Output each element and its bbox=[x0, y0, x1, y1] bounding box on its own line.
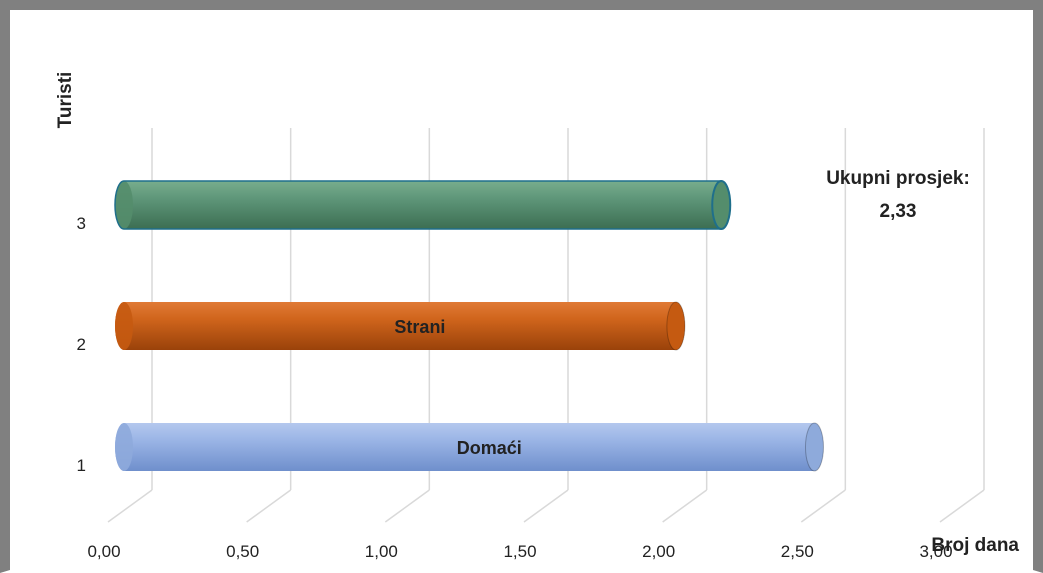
bars: Domaći Strani bbox=[114, 180, 824, 472]
bar-label: Domaći bbox=[457, 438, 522, 458]
floor-gridline bbox=[107, 489, 153, 523]
y-tick-label: 1 bbox=[77, 456, 86, 475]
bar-start-cap bbox=[115, 423, 133, 471]
x-tick-label: 1,00 bbox=[365, 542, 398, 561]
annotation-line2: 2,33 bbox=[880, 201, 917, 222]
y-tick-label: 2 bbox=[77, 335, 86, 354]
bar-end-cap bbox=[666, 301, 686, 351]
x-tick-labels: 0,00 0,50 1,00 1,50 2,00 2,50 3,00 bbox=[87, 542, 952, 561]
x-tick-label: 1,50 bbox=[503, 542, 536, 561]
bar-label: Strani bbox=[394, 317, 445, 337]
y-tick-label: 3 bbox=[77, 214, 86, 233]
bar-2: Strani bbox=[115, 301, 686, 351]
floor-gridline bbox=[384, 489, 430, 523]
floor-gridline bbox=[662, 489, 708, 523]
bar-1: Domaći bbox=[115, 422, 824, 472]
floor-gridline bbox=[246, 489, 292, 523]
bar-3 bbox=[114, 180, 732, 230]
bar-outline bbox=[124, 180, 722, 230]
x-tick-label: 0,00 bbox=[87, 542, 120, 561]
x-tick-label: 2,00 bbox=[642, 542, 675, 561]
bar-body bbox=[115, 302, 685, 350]
bar-start-cap bbox=[115, 181, 133, 229]
x-tick-label: 0,50 bbox=[226, 542, 259, 561]
floor-gridline bbox=[523, 489, 569, 523]
y-tick-labels: 1 2 3 bbox=[77, 214, 86, 475]
bar-end-cap bbox=[711, 180, 732, 230]
y-axis-label: Turisti bbox=[55, 72, 76, 129]
annotation-line1: Ukupni prosjek: bbox=[826, 168, 970, 189]
bar-start-outline bbox=[114, 180, 125, 230]
floor-gridline bbox=[800, 489, 846, 523]
bar-start-cap bbox=[115, 302, 133, 350]
floor-gridline bbox=[939, 489, 985, 523]
bar-end-cap bbox=[804, 422, 824, 472]
bar-body bbox=[115, 423, 824, 471]
x-tick-label: 2,50 bbox=[781, 542, 814, 561]
x-axis-label: Broj dana bbox=[931, 535, 1019, 556]
x-tick-label: 3,00 bbox=[919, 542, 952, 561]
bar-body bbox=[115, 181, 731, 229]
